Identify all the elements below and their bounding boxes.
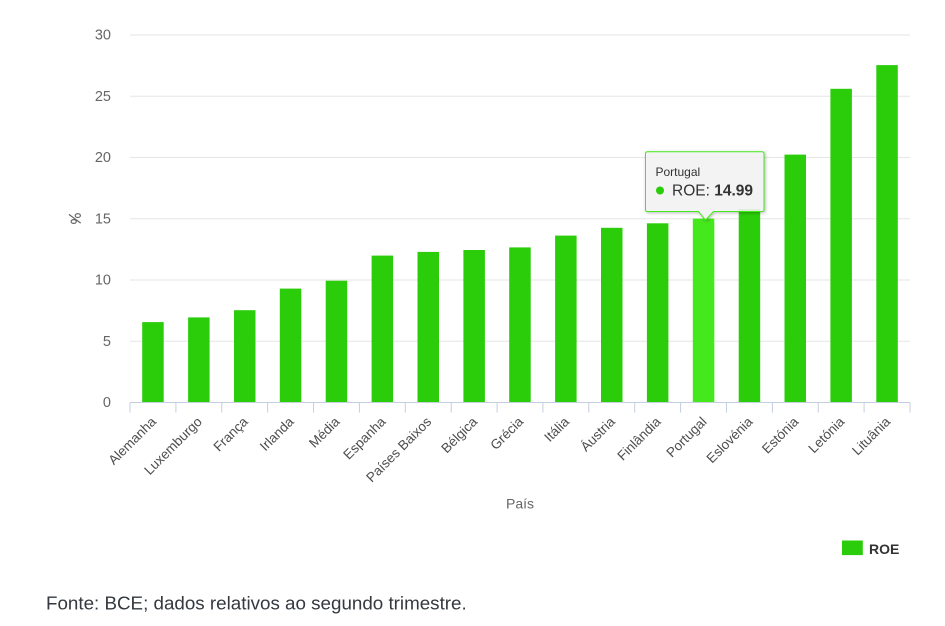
svg-text:30: 30: [95, 28, 111, 44]
svg-text:10: 10: [95, 273, 111, 289]
svg-text:ROE: ROE: [869, 541, 899, 557]
svg-text:5: 5: [103, 334, 111, 350]
svg-text:País: País: [506, 496, 534, 512]
svg-text:20: 20: [95, 150, 111, 166]
svg-text:25: 25: [95, 89, 111, 105]
svg-text:Fonte: BCE; dados relativos ao: Fonte: BCE; dados relativos ao segundo t…: [46, 593, 467, 614]
svg-text:15: 15: [95, 211, 111, 227]
svg-text:0: 0: [103, 395, 111, 411]
svg-text:Portugal: Portugal: [656, 165, 701, 179]
svg-text:ROE: 14.99: ROE: 14.99: [672, 183, 753, 200]
